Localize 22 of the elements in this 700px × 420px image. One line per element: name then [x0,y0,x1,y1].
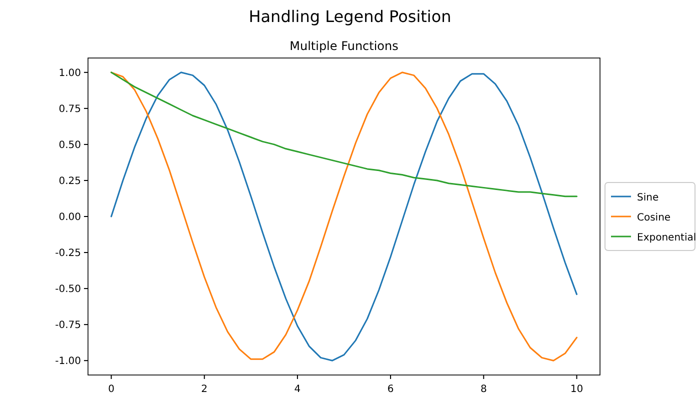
legend-label: Sine [637,192,659,204]
x-tick-label: 2 [201,384,208,395]
y-tick-label: 0.75 [58,104,81,115]
x-tick-label: 0 [108,384,114,395]
x-tick-label: 8 [480,384,487,395]
legend-label: Exponential [637,232,696,244]
line-series [110,72,578,362]
legend-label: Cosine [637,212,671,224]
y-tick-label: -1.00 [55,356,81,368]
y-tick-label: 1.00 [58,68,81,79]
chart-subtitle: Multiple Functions [290,39,398,53]
chart-title: Handling Legend Position [248,7,452,26]
y-tick-label: -0.25 [55,248,81,260]
x-tick-label: 4 [294,384,301,395]
y-tick-label: -0.50 [55,284,81,296]
y-tick-label: 0.25 [58,176,81,187]
x-tick-label: 6 [387,384,394,395]
y-tick-label: -0.75 [55,320,81,332]
y-tick-label: 0.00 [58,212,81,223]
y-tick-label: 0.50 [58,140,81,151]
x-tick-label: 10 [570,384,584,395]
line-series [110,72,578,198]
